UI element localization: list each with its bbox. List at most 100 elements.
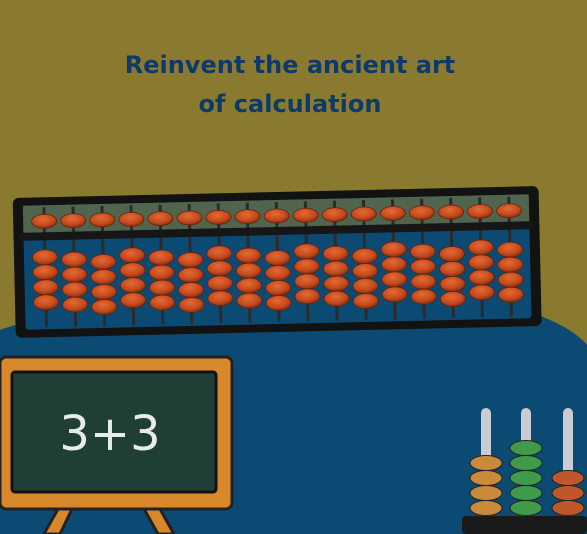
abacus-lower-bead[interactable] xyxy=(410,273,437,290)
mini-abacus-bead xyxy=(551,470,585,486)
chalkboard-expression: 3+3 xyxy=(59,406,160,462)
abacus-lower-bead[interactable] xyxy=(91,299,118,315)
abacus-lower-bead[interactable] xyxy=(236,277,263,294)
abacus-upper-bead[interactable] xyxy=(292,207,319,223)
abacus-lower-bead[interactable] xyxy=(498,286,524,303)
mini-abacus-bead xyxy=(469,470,503,486)
abacus-lower-bead[interactable] xyxy=(380,241,407,258)
abacus-lower-bead[interactable] xyxy=(410,288,437,305)
abacus-lower-bead[interactable] xyxy=(90,254,117,270)
mini-abacus-bead xyxy=(469,455,503,471)
abacus-lower-bead[interactable] xyxy=(90,269,117,285)
abacus-lower-bead[interactable] xyxy=(293,243,320,260)
abacus-upper-bead[interactable] xyxy=(176,210,203,226)
abacus-lower-bead[interactable] xyxy=(206,260,233,277)
abacus-lower-bead[interactable] xyxy=(265,280,292,296)
abacus-lower-bead[interactable] xyxy=(32,264,59,281)
abacus-upper-bead[interactable] xyxy=(350,206,377,222)
abacus-lower-bead[interactable] xyxy=(61,266,88,283)
abacus-lower-bead[interactable] xyxy=(352,293,379,309)
abacus-lower-bead[interactable] xyxy=(32,249,58,266)
abacus-lower-bead[interactable] xyxy=(149,279,175,296)
abacus-lower-bead[interactable] xyxy=(178,282,204,298)
abacus-lower-bead[interactable] xyxy=(206,245,233,262)
abacus-upper-bead[interactable] xyxy=(205,209,232,225)
abacus-lower-bead[interactable] xyxy=(119,277,146,294)
mini-abacus-bead xyxy=(551,485,585,501)
abacus-upper-bead[interactable] xyxy=(496,203,522,219)
abacus-lower-bead[interactable] xyxy=(497,256,524,273)
abacus-lower-bead[interactable] xyxy=(207,290,234,307)
abacus-lower-bead[interactable] xyxy=(322,245,349,262)
abacus-lower-bead[interactable] xyxy=(177,252,204,268)
mini-abacus-bead xyxy=(509,500,543,516)
abacus-lower-bead[interactable] xyxy=(148,264,175,281)
abacus-lower-bead[interactable] xyxy=(178,297,205,313)
abacus-lower-bead[interactable] xyxy=(264,250,291,266)
abacus-lower-bead[interactable] xyxy=(236,292,263,309)
abacus-lower-bead[interactable] xyxy=(119,262,146,279)
abacus-lower-bead[interactable] xyxy=(91,284,117,300)
abacus-lower-bead[interactable] xyxy=(351,248,378,264)
abacus-upper-bead[interactable] xyxy=(321,207,348,223)
abacus-lower-bead[interactable] xyxy=(468,284,495,301)
abacus-lower-bead[interactable] xyxy=(61,281,88,298)
chalkboard-leg-left xyxy=(42,507,75,534)
abacus-lower-bead[interactable] xyxy=(381,286,408,303)
abacus-lower-bead[interactable] xyxy=(265,265,291,281)
abacus-lower-bead[interactable] xyxy=(352,278,379,294)
abacus-upper-bead[interactable] xyxy=(89,212,116,228)
abacus-lower-bead[interactable] xyxy=(294,273,321,290)
abacus-upper-bead[interactable] xyxy=(467,203,493,219)
abacus-lower-bead[interactable] xyxy=(235,262,262,279)
abacus-lower-bead[interactable] xyxy=(119,247,146,264)
abacus-lower-bead[interactable] xyxy=(235,247,262,264)
mini-abacus-bead xyxy=(509,455,543,471)
abacus-lower-bead[interactable] xyxy=(468,254,495,271)
abacus-lower-bead[interactable] xyxy=(149,294,176,311)
mini-abacus-bead xyxy=(509,440,543,456)
abacus-lower-bead[interactable] xyxy=(352,263,378,279)
abacus-upper-bead[interactable] xyxy=(147,211,174,227)
headline-line-2: of calculation xyxy=(199,90,382,118)
abacus-lower-bead[interactable] xyxy=(323,290,350,307)
abacus-lower-bead[interactable] xyxy=(497,241,523,258)
mini-abacus-bead xyxy=(469,500,503,516)
abacus-lower-bead[interactable] xyxy=(440,291,466,307)
abacus-upper-bead[interactable] xyxy=(234,209,261,225)
abacus-lower-bead[interactable] xyxy=(33,294,59,311)
abacus-lower-bead[interactable] xyxy=(293,258,320,275)
abacus-upper-bead[interactable] xyxy=(31,213,58,229)
abacus-lower-bead[interactable] xyxy=(148,249,175,266)
abacus-lower-bead[interactable] xyxy=(177,267,204,283)
abacus-lower-bead[interactable] xyxy=(439,276,466,292)
abacus-lower-bead[interactable] xyxy=(439,246,465,262)
abacus-upper-bead[interactable] xyxy=(438,204,464,220)
abacus-lower-bead[interactable] xyxy=(207,275,233,292)
abacus-lower-bead[interactable] xyxy=(120,292,147,309)
abacus-lower-bead[interactable] xyxy=(410,258,437,275)
abacus-lower-bead[interactable] xyxy=(381,271,408,288)
abacus-upper-bead[interactable] xyxy=(263,208,290,224)
abacus-lower-bead[interactable] xyxy=(265,295,292,311)
abacus-lower-bead[interactable] xyxy=(294,288,321,305)
abacus-upper-bead[interactable] xyxy=(408,205,435,221)
abacus-lower-bead[interactable] xyxy=(468,269,495,286)
mini-abacus-bead xyxy=(469,485,503,501)
abacus-upper-bead[interactable] xyxy=(118,211,145,227)
abacus-lower-bead[interactable] xyxy=(409,243,436,260)
abacus-upper-bead[interactable] xyxy=(379,205,406,221)
chalkboard-leg-right xyxy=(141,507,176,534)
abacus-lower-bead[interactable] xyxy=(497,271,524,288)
abacus-lower-bead[interactable] xyxy=(62,296,89,313)
abacus-lower-bead[interactable] xyxy=(323,275,350,292)
chalkboard-face xyxy=(10,370,218,494)
abacus-lower-bead[interactable] xyxy=(32,279,59,296)
abacus-lower-bead[interactable] xyxy=(323,260,349,277)
abacus-lower-bead[interactable] xyxy=(439,261,466,277)
abacus-upper-bead[interactable] xyxy=(60,213,87,229)
abacus-lower-bead[interactable] xyxy=(61,251,88,268)
abacus-lower-bead[interactable] xyxy=(381,256,407,273)
abacus-lower-bead[interactable] xyxy=(467,239,494,256)
